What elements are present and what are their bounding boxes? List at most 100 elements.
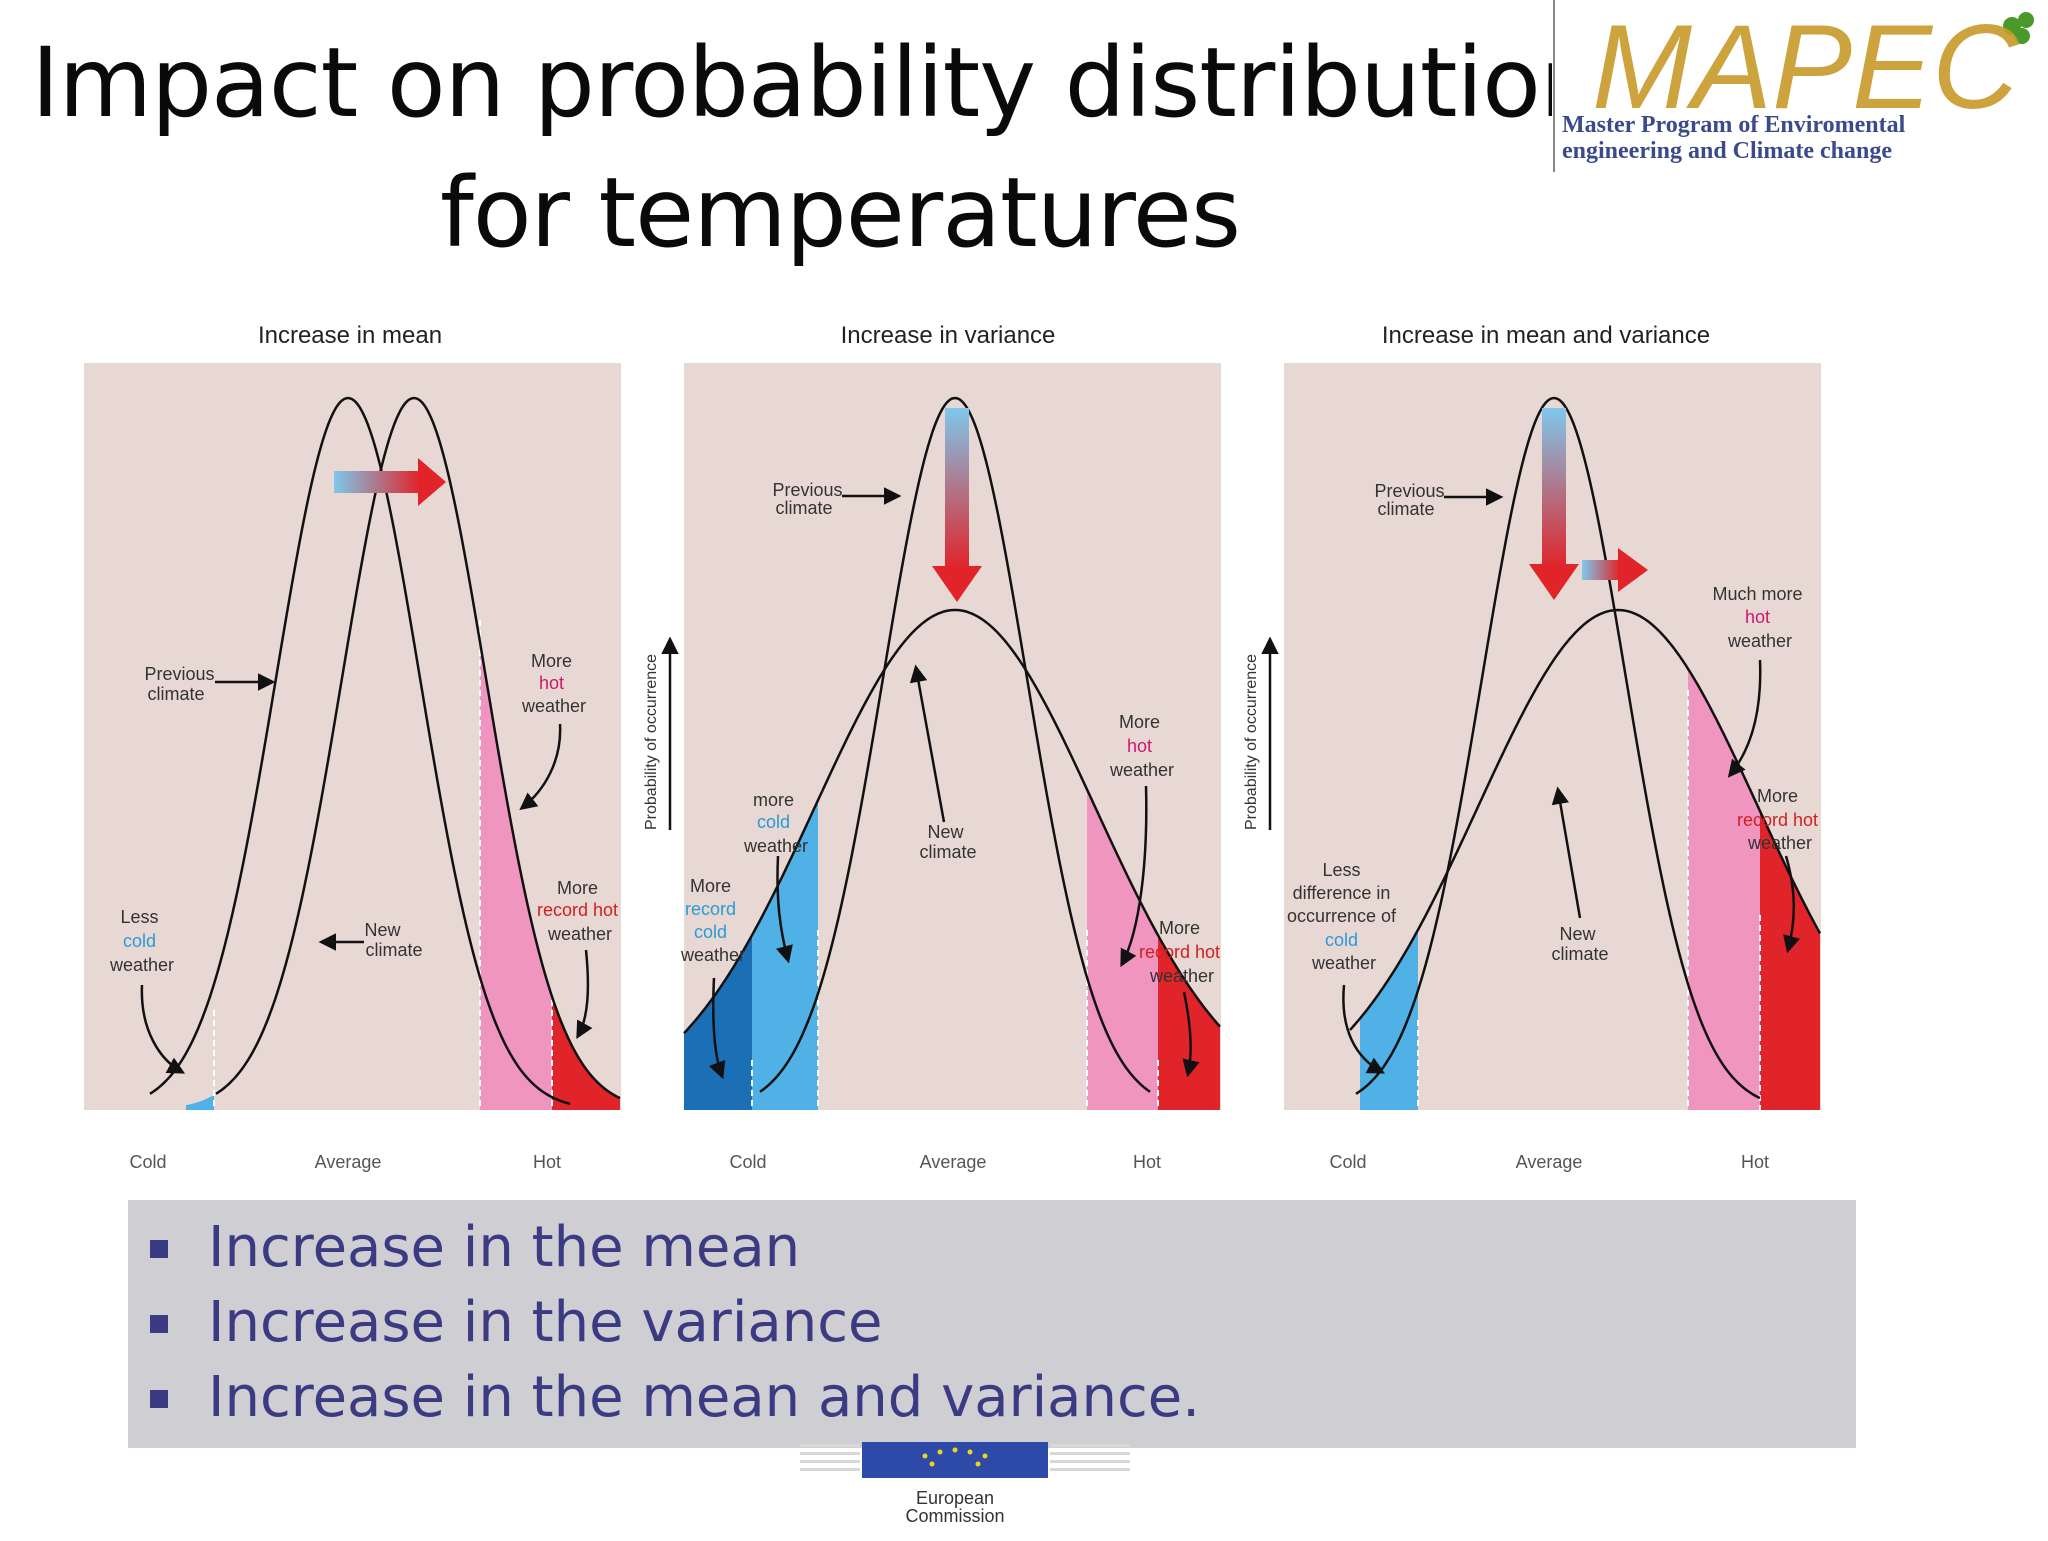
p2-record-cold-label-3: cold [694,922,727,942]
p2-record-cold-label-4: weather [680,945,745,965]
svg-text:Previous climate: Previous climate [772,480,847,518]
p3-new-pointer [1551,786,1582,919]
p3-shift-arrow-body [1582,560,1620,580]
bullet-item: Increase in the mean [150,1210,1856,1285]
p1-more-hot-area [480,642,552,1110]
p2-flatten-arrow-body [945,408,969,568]
p2-record-hot-label-1: More [1159,918,1200,938]
p3-new-label-2: climate [1551,944,1608,964]
p1-more-hot-label-3: weather [521,696,586,716]
p1-axis-average: Average [315,1152,382,1172]
p3-record-hot-label-1: More [1757,786,1798,806]
svg-text:Previous climate: Previous climate [144,664,219,704]
p1-record-hot-label-2: record hot [537,900,618,920]
p2-more-hot-pointer [1120,785,1148,968]
p2-record-cold-label-1: More [690,876,731,896]
p2-new-pointer [909,664,946,823]
p3-record-hot-area [1760,811,1820,1110]
svg-text:Less cold weather: Less cold weather [109,907,174,975]
p1-previous-label-2: climate [147,684,204,704]
slide-title-line1: Impact on probability distributions [31,27,1649,139]
svg-text:More record cold: More record cold weather [680,876,745,965]
p3-less-diff-label-2: difference in [1293,883,1391,903]
p3-much-more-hot-area [1688,668,1760,1110]
bullet-text: Increase in the mean and variance. [208,1365,1201,1430]
p3-y-axis-label: Probability of occurrence [1243,654,1260,830]
logo-caption-line1: Master Program of Enviromental [1562,112,1906,138]
slide-title: Impact on probability distributions for … [0,18,1680,278]
p3-axis-cold: Cold [1329,1152,1366,1172]
svg-text:Previous climate: Previous climate [1374,481,1449,519]
p2-flatten-arrow-head [932,566,982,602]
p3-new-label-1: New [1559,924,1596,944]
p3-record-hot-pointer [1783,855,1801,954]
logo-caption-line2: engineering and Climate change [1562,138,1892,164]
p2-previous-label-2: climate [775,498,832,518]
panel-1-title: Increase in mean [257,322,443,349]
eu-label-line2: Commission [905,1506,1004,1526]
slide-title-line2: for temperatures [440,157,1241,269]
p2-previous-curve [759,396,1151,1093]
p1-record-hot-area [552,996,620,1110]
p2-more-cold-pointer [775,855,793,964]
panel-1-diagram: Previous climate New climate Less cold w… [109,396,621,1172]
p1-previous-curve [149,396,571,1106]
bullet-text: Increase in the mean [208,1215,801,1280]
p2-record-cold-pointer [708,977,726,1080]
p3-record-hot-label-2: record hot [1737,810,1818,830]
distribution-diagrams: Previous climate New climate Less cold w… [84,363,1822,1172]
p3-axis-hot: Hot [1741,1152,1769,1172]
p1-axis-cold: Cold [129,1152,166,1172]
p1-record-hot-label-3: weather [547,924,612,944]
p3-less-diff-label-1: Less [1322,860,1360,880]
p3-much-more-hot-label-2: hot [1745,607,1770,627]
p3-less-diff-pointer [1342,984,1386,1074]
p3-record-hot-label-3: weather [1747,833,1812,853]
panel-2-diagram: Probability of occurrence Previous clima… [643,396,1221,1172]
p2-more-hot-label-2: hot [1127,736,1152,756]
p2-axis-average: Average [920,1152,987,1172]
p1-record-hot-label-1: More [557,878,598,898]
p2-axis-hot: Hot [1133,1152,1161,1172]
p1-shift-arrow-body [334,471,420,493]
p3-flatten-arrow-head [1529,564,1579,600]
p3-previous-label-1: Previous [1374,481,1444,501]
svg-text:New climate: New climate [1551,924,1608,964]
svg-text:more cold weather: more cold weather [743,790,808,856]
p1-axis-hot: Hot [533,1152,561,1172]
p2-more-cold-label-1: more [753,790,794,810]
eu-flag-icon [862,1442,1048,1478]
bullet-item: Increase in the mean and variance. [150,1360,1856,1435]
bullet-item: Increase in the variance [150,1285,1856,1360]
p2-more-hot-label-3: weather [1109,760,1174,780]
p1-new-curve [215,396,621,1100]
p2-y-axis-label: Probability of occurrence [643,654,660,830]
p2-new-curve [683,608,1221,1035]
p3-less-diff-label-3: occurrence of [1287,906,1397,926]
logo-caption: Master Program of Enviromental engineeri… [1562,112,2042,164]
p2-more-cold-label-3: weather [743,836,808,856]
svg-text:More hot weather: More hot weather [1109,712,1174,780]
bullet-square-icon [150,1390,168,1408]
p2-record-hot-label-3: weather [1149,966,1214,986]
p1-record-hot-pointer [576,949,593,1040]
p3-less-diff-label-4: cold [1325,930,1358,950]
p1-less-cold-label-2: cold [123,931,156,951]
p1-new-label-1: New [364,920,401,940]
eu-label-line1: European [916,1488,994,1508]
p1-shift-arrow-head [418,458,446,506]
bullet-square-icon [150,1315,168,1333]
p2-new-label-1: New [927,822,964,842]
p2-more-cold-label-2: cold [757,812,790,832]
svg-text:Much more hot weat: Much more hot weather [1712,584,1807,651]
p1-previous-label-1: Previous [144,664,214,684]
mapec-logo: MAPEC [1552,0,2048,172]
svg-text:Less difference in: Less difference in occurrence of cold we… [1287,860,1401,973]
p3-much-more-hot-label-1: Much more [1712,584,1802,604]
european-commission-logo: European Commission [800,1442,1180,1536]
p2-record-hot-pointer [1182,991,1200,1078]
p2-record-cold-area [684,935,752,1110]
p2-more-hot-label-1: More [1119,712,1160,732]
panel-2-title: Increase in variance [840,322,1056,349]
p3-much-more-hot-label-3: weather [1727,631,1792,651]
